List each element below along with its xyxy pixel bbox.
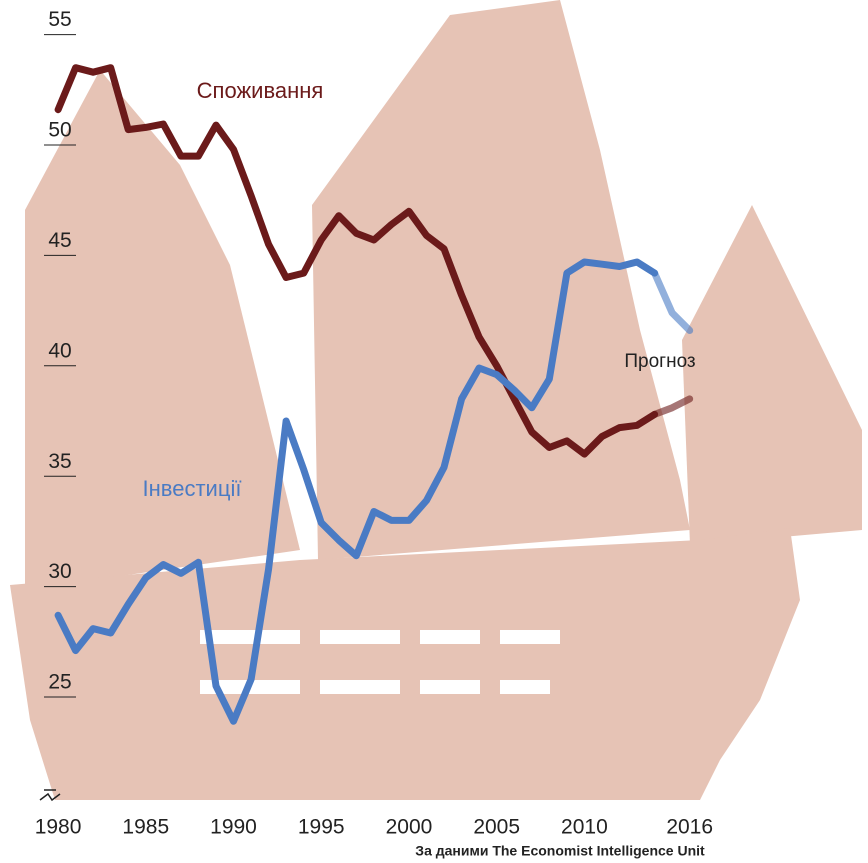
x-tick-label: 2000 [386, 816, 433, 839]
y-tick-label: 40 [48, 339, 71, 362]
series-line [54, 258, 659, 725]
x-tick-label: 2010 [561, 816, 608, 839]
axis-break [39, 789, 61, 802]
series-label: Інвестиції [143, 476, 242, 501]
x-tick-label: 1980 [35, 816, 82, 839]
middle-sail [312, 0, 690, 560]
y-tick-label: 35 [48, 450, 71, 473]
x-tick-label: 2005 [473, 816, 520, 839]
x-tick-label: 1995 [298, 816, 345, 839]
series-label: Споживання [197, 78, 324, 103]
y-tick-label: 55 [48, 8, 71, 31]
y-tick-label: 50 [48, 119, 71, 142]
y-tick-label: 30 [48, 560, 71, 583]
ship-illustration [10, 0, 862, 800]
x-tick-label: 1985 [122, 816, 169, 839]
y-tick-label: 45 [48, 229, 71, 252]
y-tick-label: 25 [48, 671, 71, 694]
series-line [54, 64, 659, 458]
x-tick-label: 1990 [210, 816, 257, 839]
left-sail [25, 70, 300, 590]
right-sail [682, 205, 862, 545]
forecast-line [651, 395, 694, 418]
source: За даними The Economist Intelligence Uni… [415, 843, 705, 859]
hull-windows [200, 630, 560, 694]
x-tick-label: 2016 [666, 816, 713, 839]
forecast-line [651, 269, 694, 334]
hull [10, 528, 800, 800]
forecast-label: Прогноз [624, 351, 695, 372]
